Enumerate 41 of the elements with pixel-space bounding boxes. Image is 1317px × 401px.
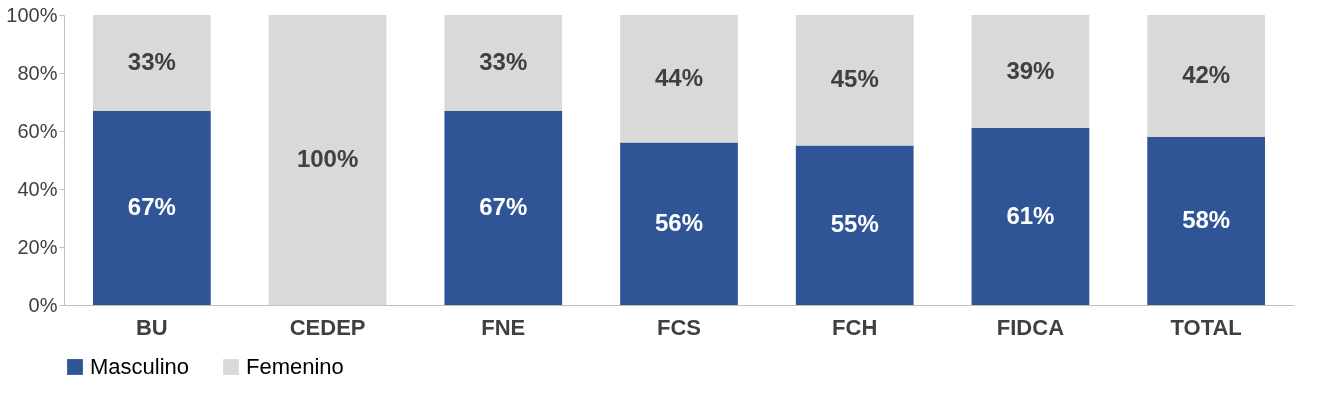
data-label: 55% (830, 210, 879, 238)
bar (971, 128, 1090, 305)
legend-label: Masculino (90, 354, 190, 379)
legend-label: Femenino (246, 354, 344, 379)
bar (620, 142, 738, 305)
x-tick-label: FIDCA (996, 314, 1065, 340)
data-label: 67% (479, 192, 528, 220)
y-tick-label: 0% (28, 293, 58, 316)
data-label: 67% (127, 192, 176, 220)
y-tick-label: 100% (6, 3, 58, 26)
bar (444, 15, 563, 111)
data-label: 61% (1006, 201, 1055, 229)
y-tick-label: 40% (17, 177, 58, 200)
bar (971, 15, 1090, 129)
data-label: 42% (1182, 60, 1231, 88)
x-tick-label: TOTAL (1170, 314, 1242, 340)
x-tick-label: CEDEP (289, 314, 366, 340)
bar (795, 145, 914, 305)
data-label: 33% (479, 47, 528, 75)
data-label: 58% (1182, 205, 1231, 233)
y-tick-label: 80% (17, 61, 58, 84)
data-label: 33% (127, 47, 176, 75)
bar (444, 110, 563, 305)
data-label: 39% (1006, 56, 1055, 84)
data-label: 56% (654, 208, 704, 236)
x-tick-label: FNE (481, 314, 526, 340)
y-tick-label: 20% (17, 235, 58, 258)
data-label: 100% (296, 145, 359, 172)
y-tick-label: 60% (17, 119, 58, 142)
x-tick-label: FCS (657, 314, 701, 340)
bar (268, 15, 387, 305)
bar (620, 15, 738, 143)
x-tick-label: BU (135, 314, 168, 340)
bar (795, 15, 914, 146)
data-label: 45% (830, 65, 879, 93)
bar (1147, 136, 1266, 305)
bar (92, 15, 211, 111)
x-tick-label: FCH (832, 314, 878, 340)
bar (1147, 15, 1266, 137)
bar (92, 110, 211, 305)
data-label: 44% (654, 63, 704, 91)
